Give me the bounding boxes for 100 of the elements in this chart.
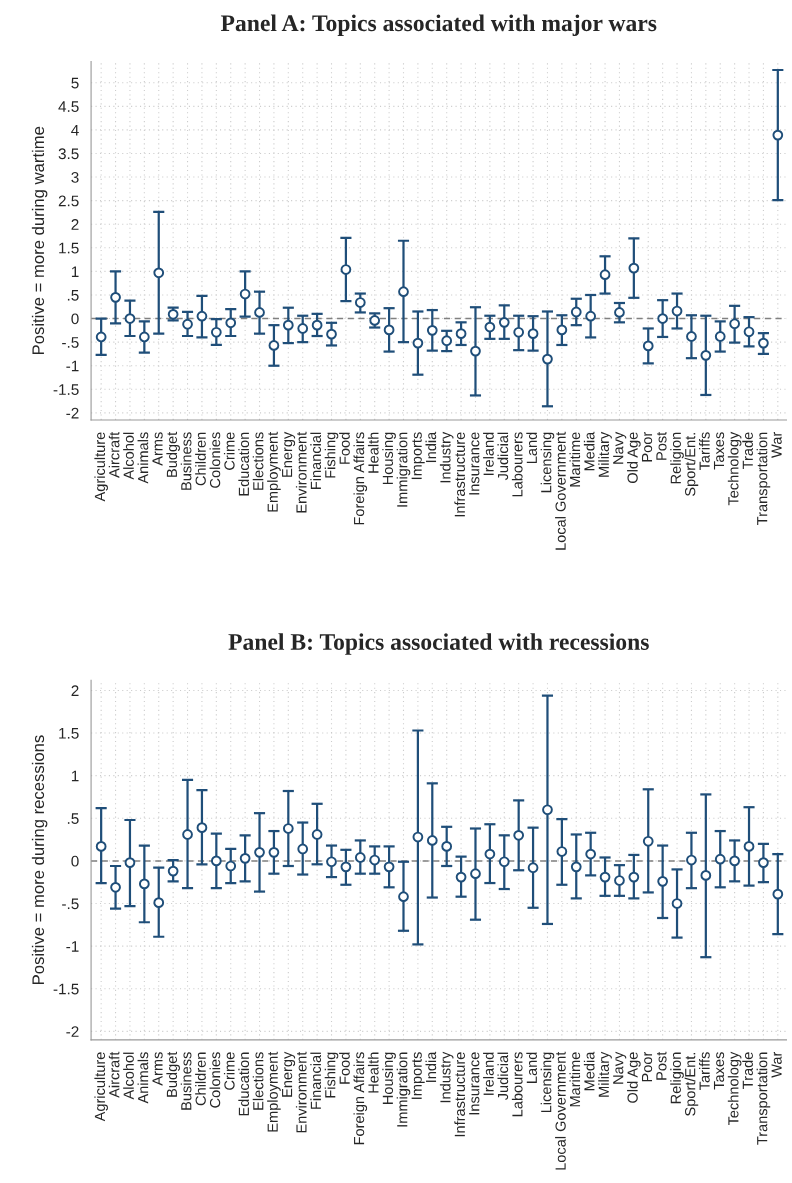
x-tick-label: Employment: [267, 1051, 281, 1132]
point: [772, 129, 784, 141]
point: [383, 861, 395, 873]
x-tick-label: Foreign Affairs: [353, 432, 368, 525]
x-tick-label: Poor: [641, 1051, 653, 1082]
x-tick-label: Elections: [252, 1052, 264, 1110]
point: [729, 318, 740, 330]
y-tick-label: -2: [66, 1026, 79, 1037]
x-tick-label: Media: [583, 1051, 595, 1091]
x-tick-label: Energy: [282, 431, 296, 477]
x-tick-label: Licensing: [540, 432, 555, 493]
point: [153, 897, 165, 909]
y-tick-label: 4: [71, 124, 79, 136]
x-tick-label: Financial: [310, 1052, 322, 1109]
y-tick-label: 2.5: [58, 195, 79, 207]
x-tick-label: War: [771, 1051, 782, 1078]
x-tick-label: Food: [339, 1052, 350, 1084]
x-tick-label: Ireland: [483, 1052, 494, 1095]
x-tick-label: Agriculture: [94, 432, 108, 502]
y-tick-label: 5: [71, 77, 79, 89]
point: [527, 862, 539, 874]
y-tick-label: 0: [71, 855, 79, 867]
x-tick-label: Budget: [166, 431, 180, 477]
point: [455, 328, 467, 340]
x-tick-label: Imports: [411, 1052, 425, 1099]
point: [758, 337, 769, 349]
point: [426, 324, 438, 336]
point: [369, 854, 381, 866]
point: [326, 856, 337, 868]
point: [484, 848, 496, 860]
x-tick-label: Financial: [310, 432, 322, 489]
point: [642, 340, 654, 352]
x-tick-label: Health: [367, 1052, 379, 1093]
point: [714, 853, 726, 865]
x-tick-label: Animals: [137, 432, 149, 484]
x-tick-label: Arms: [152, 432, 163, 466]
x-tick-label: India: [425, 431, 437, 463]
x-tick-label: Industry: [439, 1051, 454, 1103]
point: [628, 871, 640, 883]
x-tick-label: Colonies: [209, 432, 221, 488]
x-tick-label: Crime: [223, 432, 235, 470]
point: [124, 313, 136, 324]
x-tick-label: Religion: [670, 1052, 684, 1104]
chart-title: Panel B: Topics associated with recessions: [228, 633, 649, 655]
y-tick-label: 1: [71, 266, 79, 277]
point: [138, 331, 150, 343]
x-tick-label: Housing: [382, 1052, 396, 1104]
point: [758, 857, 769, 868]
y-tick-label: 0: [71, 313, 79, 325]
point: [743, 841, 755, 852]
point: [570, 306, 582, 318]
x-tick-label: Sport/Ent.: [684, 433, 699, 496]
point: [196, 310, 208, 322]
x-tick-label: Old Age: [627, 432, 641, 483]
y-tick-label: 1: [71, 770, 79, 782]
point: [657, 313, 668, 324]
x-tick-label: Housing: [382, 432, 396, 485]
point: [455, 871, 467, 883]
point: [124, 857, 136, 868]
point: [297, 843, 309, 855]
point: [599, 871, 611, 883]
point: [412, 337, 424, 349]
x-tick-label: Trade: [742, 1052, 753, 1089]
x-tick-label: Taxes: [713, 1052, 725, 1090]
x-tick-label: Environment: [295, 431, 307, 513]
x-tick-label: Post: [656, 1051, 667, 1080]
x-tick-label: Foreign Affairs: [353, 1052, 368, 1145]
x-tick-label: Agriculture: [94, 1052, 108, 1122]
y-tick-label: -.5: [62, 337, 79, 348]
y-tick-label: 4.5: [58, 101, 79, 113]
chart-title: Panel A: Topics associated with major wars: [220, 14, 657, 36]
x-tick-label: Children: [195, 1052, 206, 1106]
point: [254, 307, 265, 318]
x-tick-label: Local Government: [555, 431, 566, 550]
y-tick-label: -1.5: [53, 983, 79, 995]
point: [182, 318, 193, 330]
x-tick-label: Navy: [613, 1051, 627, 1084]
x-tick-label: Trade: [742, 432, 753, 469]
x-tick-label: Education: [238, 432, 250, 496]
x-tick-label: Health: [367, 432, 379, 473]
point: [700, 349, 712, 361]
x-tick-label: Energy: [282, 1051, 296, 1097]
x-tick-label: Animals: [137, 1052, 149, 1104]
x-tick-label: Poor: [641, 432, 653, 462]
x-tick-label: Licensing: [540, 1052, 555, 1113]
x-tick-label: Imports: [411, 432, 425, 480]
point: [513, 326, 525, 338]
point: [441, 841, 453, 852]
point: [110, 291, 121, 303]
point: [441, 335, 453, 347]
x-tick-label: Transportation: [756, 1052, 771, 1145]
x-tick-label: Food: [339, 432, 350, 464]
x-tick-label: Ireland: [483, 432, 494, 476]
x-tick-label: Colonies: [209, 1052, 221, 1108]
point: [383, 324, 395, 336]
point: [340, 861, 352, 873]
point: [614, 307, 625, 318]
point: [585, 310, 597, 322]
point: [268, 847, 280, 858]
point: [700, 870, 712, 881]
